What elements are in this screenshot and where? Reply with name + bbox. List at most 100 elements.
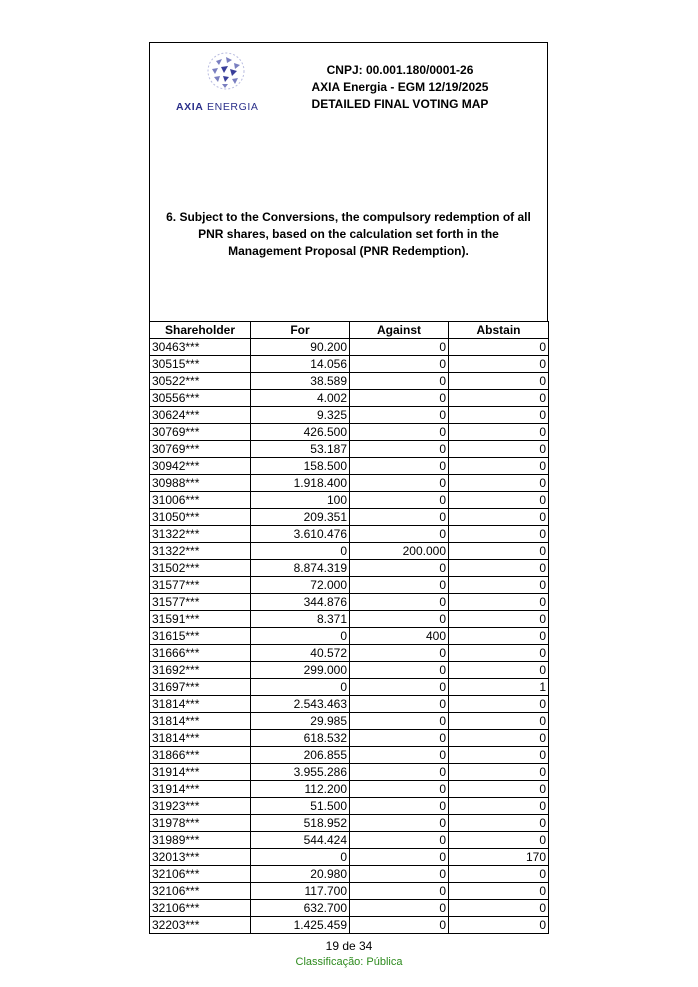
document-header-box: AXIA ENERGIA CNPJ: 00.001.180/0001-26 AX… bbox=[149, 42, 548, 322]
abstain-cell: 0 bbox=[448, 440, 549, 458]
for-cell: 100 bbox=[250, 491, 350, 509]
for-cell: 618.532 bbox=[250, 729, 350, 747]
shareholder-cell: 30463*** bbox=[149, 338, 251, 356]
for-cell: 344.876 bbox=[250, 593, 350, 611]
abstain-cell: 0 bbox=[448, 491, 549, 509]
table-row: 31322*** 3.610.476 0 0 bbox=[149, 525, 549, 543]
cnpj-line: CNPJ: 00.001.180/0001-26 bbox=[326, 63, 474, 77]
abstain-cell: 0 bbox=[448, 814, 549, 832]
shareholder-cell: 30942*** bbox=[149, 457, 251, 475]
shareholder-cell: 31502*** bbox=[149, 559, 251, 577]
for-cell: 0 bbox=[250, 678, 350, 696]
for-cell: 3.610.476 bbox=[250, 525, 350, 543]
shareholder-cell: 30624*** bbox=[149, 406, 251, 424]
table-row: 31978*** 518.952 0 0 bbox=[149, 814, 549, 832]
against-cell: 0 bbox=[349, 610, 449, 628]
classification-label: Classificação: Pública bbox=[295, 956, 403, 968]
shareholder-cell: 31322*** bbox=[149, 525, 251, 543]
shareholder-cell: 31577*** bbox=[149, 576, 251, 594]
table-row: 30988*** 1.918.400 0 0 bbox=[149, 474, 549, 492]
shareholder-cell: 31814*** bbox=[149, 695, 251, 713]
table-row: 30942*** 158.500 0 0 bbox=[149, 457, 549, 475]
for-cell: 72.000 bbox=[250, 576, 350, 594]
for-cell: 1.425.459 bbox=[250, 916, 350, 934]
table-row: 31666*** 40.572 0 0 bbox=[149, 644, 549, 662]
against-cell: 0 bbox=[349, 508, 449, 526]
against-cell: 0 bbox=[349, 678, 449, 696]
for-cell: 53.187 bbox=[250, 440, 350, 458]
shareholder-cell: 31322*** bbox=[149, 542, 251, 560]
column-header: Shareholder bbox=[149, 321, 251, 339]
table-row: 32013*** 0 0 170 bbox=[149, 848, 549, 866]
abstain-cell: 170 bbox=[448, 848, 549, 866]
abstain-cell: 0 bbox=[448, 338, 549, 356]
table-row: 31577*** 344.876 0 0 bbox=[149, 593, 549, 611]
shareholder-cell: 31050*** bbox=[149, 508, 251, 526]
against-cell: 0 bbox=[349, 695, 449, 713]
table-row: 31697*** 0 0 1 bbox=[149, 678, 549, 696]
shareholder-cell: 30556*** bbox=[149, 389, 251, 407]
shareholder-cell: 31006*** bbox=[149, 491, 251, 509]
against-cell: 0 bbox=[349, 865, 449, 883]
abstain-cell: 0 bbox=[448, 610, 549, 628]
against-cell: 0 bbox=[349, 797, 449, 815]
table-row: 31814*** 29.985 0 0 bbox=[149, 712, 549, 730]
shareholder-cell: 31591*** bbox=[149, 610, 251, 628]
axia-energia-logo: AXIA ENERGIA bbox=[162, 51, 262, 113]
against-cell: 0 bbox=[349, 661, 449, 679]
table-row: 31577*** 72.000 0 0 bbox=[149, 576, 549, 594]
against-cell: 0 bbox=[349, 712, 449, 730]
abstain-cell: 0 bbox=[448, 508, 549, 526]
for-cell: 3.955.286 bbox=[250, 763, 350, 781]
abstain-cell: 0 bbox=[448, 423, 549, 441]
shareholder-cell: 30515*** bbox=[149, 355, 251, 373]
abstain-cell: 1 bbox=[448, 678, 549, 696]
against-cell: 0 bbox=[349, 423, 449, 441]
shareholder-cell: 31814*** bbox=[149, 712, 251, 730]
abstain-cell: 0 bbox=[448, 780, 549, 798]
table-row: 30769*** 426.500 0 0 bbox=[149, 423, 549, 441]
column-header: Against bbox=[349, 321, 449, 339]
for-cell: 299.000 bbox=[250, 661, 350, 679]
against-cell: 0 bbox=[349, 338, 449, 356]
for-cell: 0 bbox=[250, 542, 350, 560]
against-cell: 400 bbox=[349, 627, 449, 645]
abstain-cell: 0 bbox=[448, 355, 549, 373]
for-cell: 20.980 bbox=[250, 865, 350, 883]
shareholder-cell: 32013*** bbox=[149, 848, 251, 866]
abstain-cell: 0 bbox=[448, 593, 549, 611]
for-cell: 206.855 bbox=[250, 746, 350, 764]
table-header-row: Shareholder For Against Abstain bbox=[149, 321, 549, 339]
for-cell: 14.056 bbox=[250, 355, 350, 373]
against-cell: 0 bbox=[349, 372, 449, 390]
table-row: 30769*** 53.187 0 0 bbox=[149, 440, 549, 458]
for-cell: 40.572 bbox=[250, 644, 350, 662]
table-row: 31006*** 100 0 0 bbox=[149, 491, 549, 509]
abstain-cell: 0 bbox=[448, 899, 549, 917]
shareholder-cell: 32203*** bbox=[149, 916, 251, 934]
column-header: For bbox=[250, 321, 350, 339]
table-row: 32106*** 117.700 0 0 bbox=[149, 882, 549, 900]
shareholder-cell: 30769*** bbox=[149, 440, 251, 458]
for-cell: 158.500 bbox=[250, 457, 350, 475]
meeting-line: AXIA Energia - EGM 12/19/2025 bbox=[311, 80, 489, 94]
globe-logo-icon bbox=[207, 52, 245, 90]
for-cell: 29.985 bbox=[250, 712, 350, 730]
against-cell: 0 bbox=[349, 729, 449, 747]
abstain-cell: 0 bbox=[448, 372, 549, 390]
table-row: 31050*** 209.351 0 0 bbox=[149, 508, 549, 526]
shareholder-cell: 31692*** bbox=[149, 661, 251, 679]
voting-table: Shareholder For Against Abstain 30463*** 90.… bbox=[149, 321, 549, 934]
shareholder-cell: 31914*** bbox=[149, 780, 251, 798]
table-row: 31692*** 299.000 0 0 bbox=[149, 661, 549, 679]
against-cell: 0 bbox=[349, 882, 449, 900]
table-row: 31914*** 112.200 0 0 bbox=[149, 780, 549, 798]
for-cell: 38.589 bbox=[250, 372, 350, 390]
against-cell: 0 bbox=[349, 457, 449, 475]
for-cell: 209.351 bbox=[250, 508, 350, 526]
table-row: 30463*** 90.200 0 0 bbox=[149, 338, 549, 356]
abstain-cell: 0 bbox=[448, 916, 549, 934]
for-cell: 0 bbox=[250, 627, 350, 645]
for-cell: 544.424 bbox=[250, 831, 350, 849]
against-cell: 0 bbox=[349, 474, 449, 492]
